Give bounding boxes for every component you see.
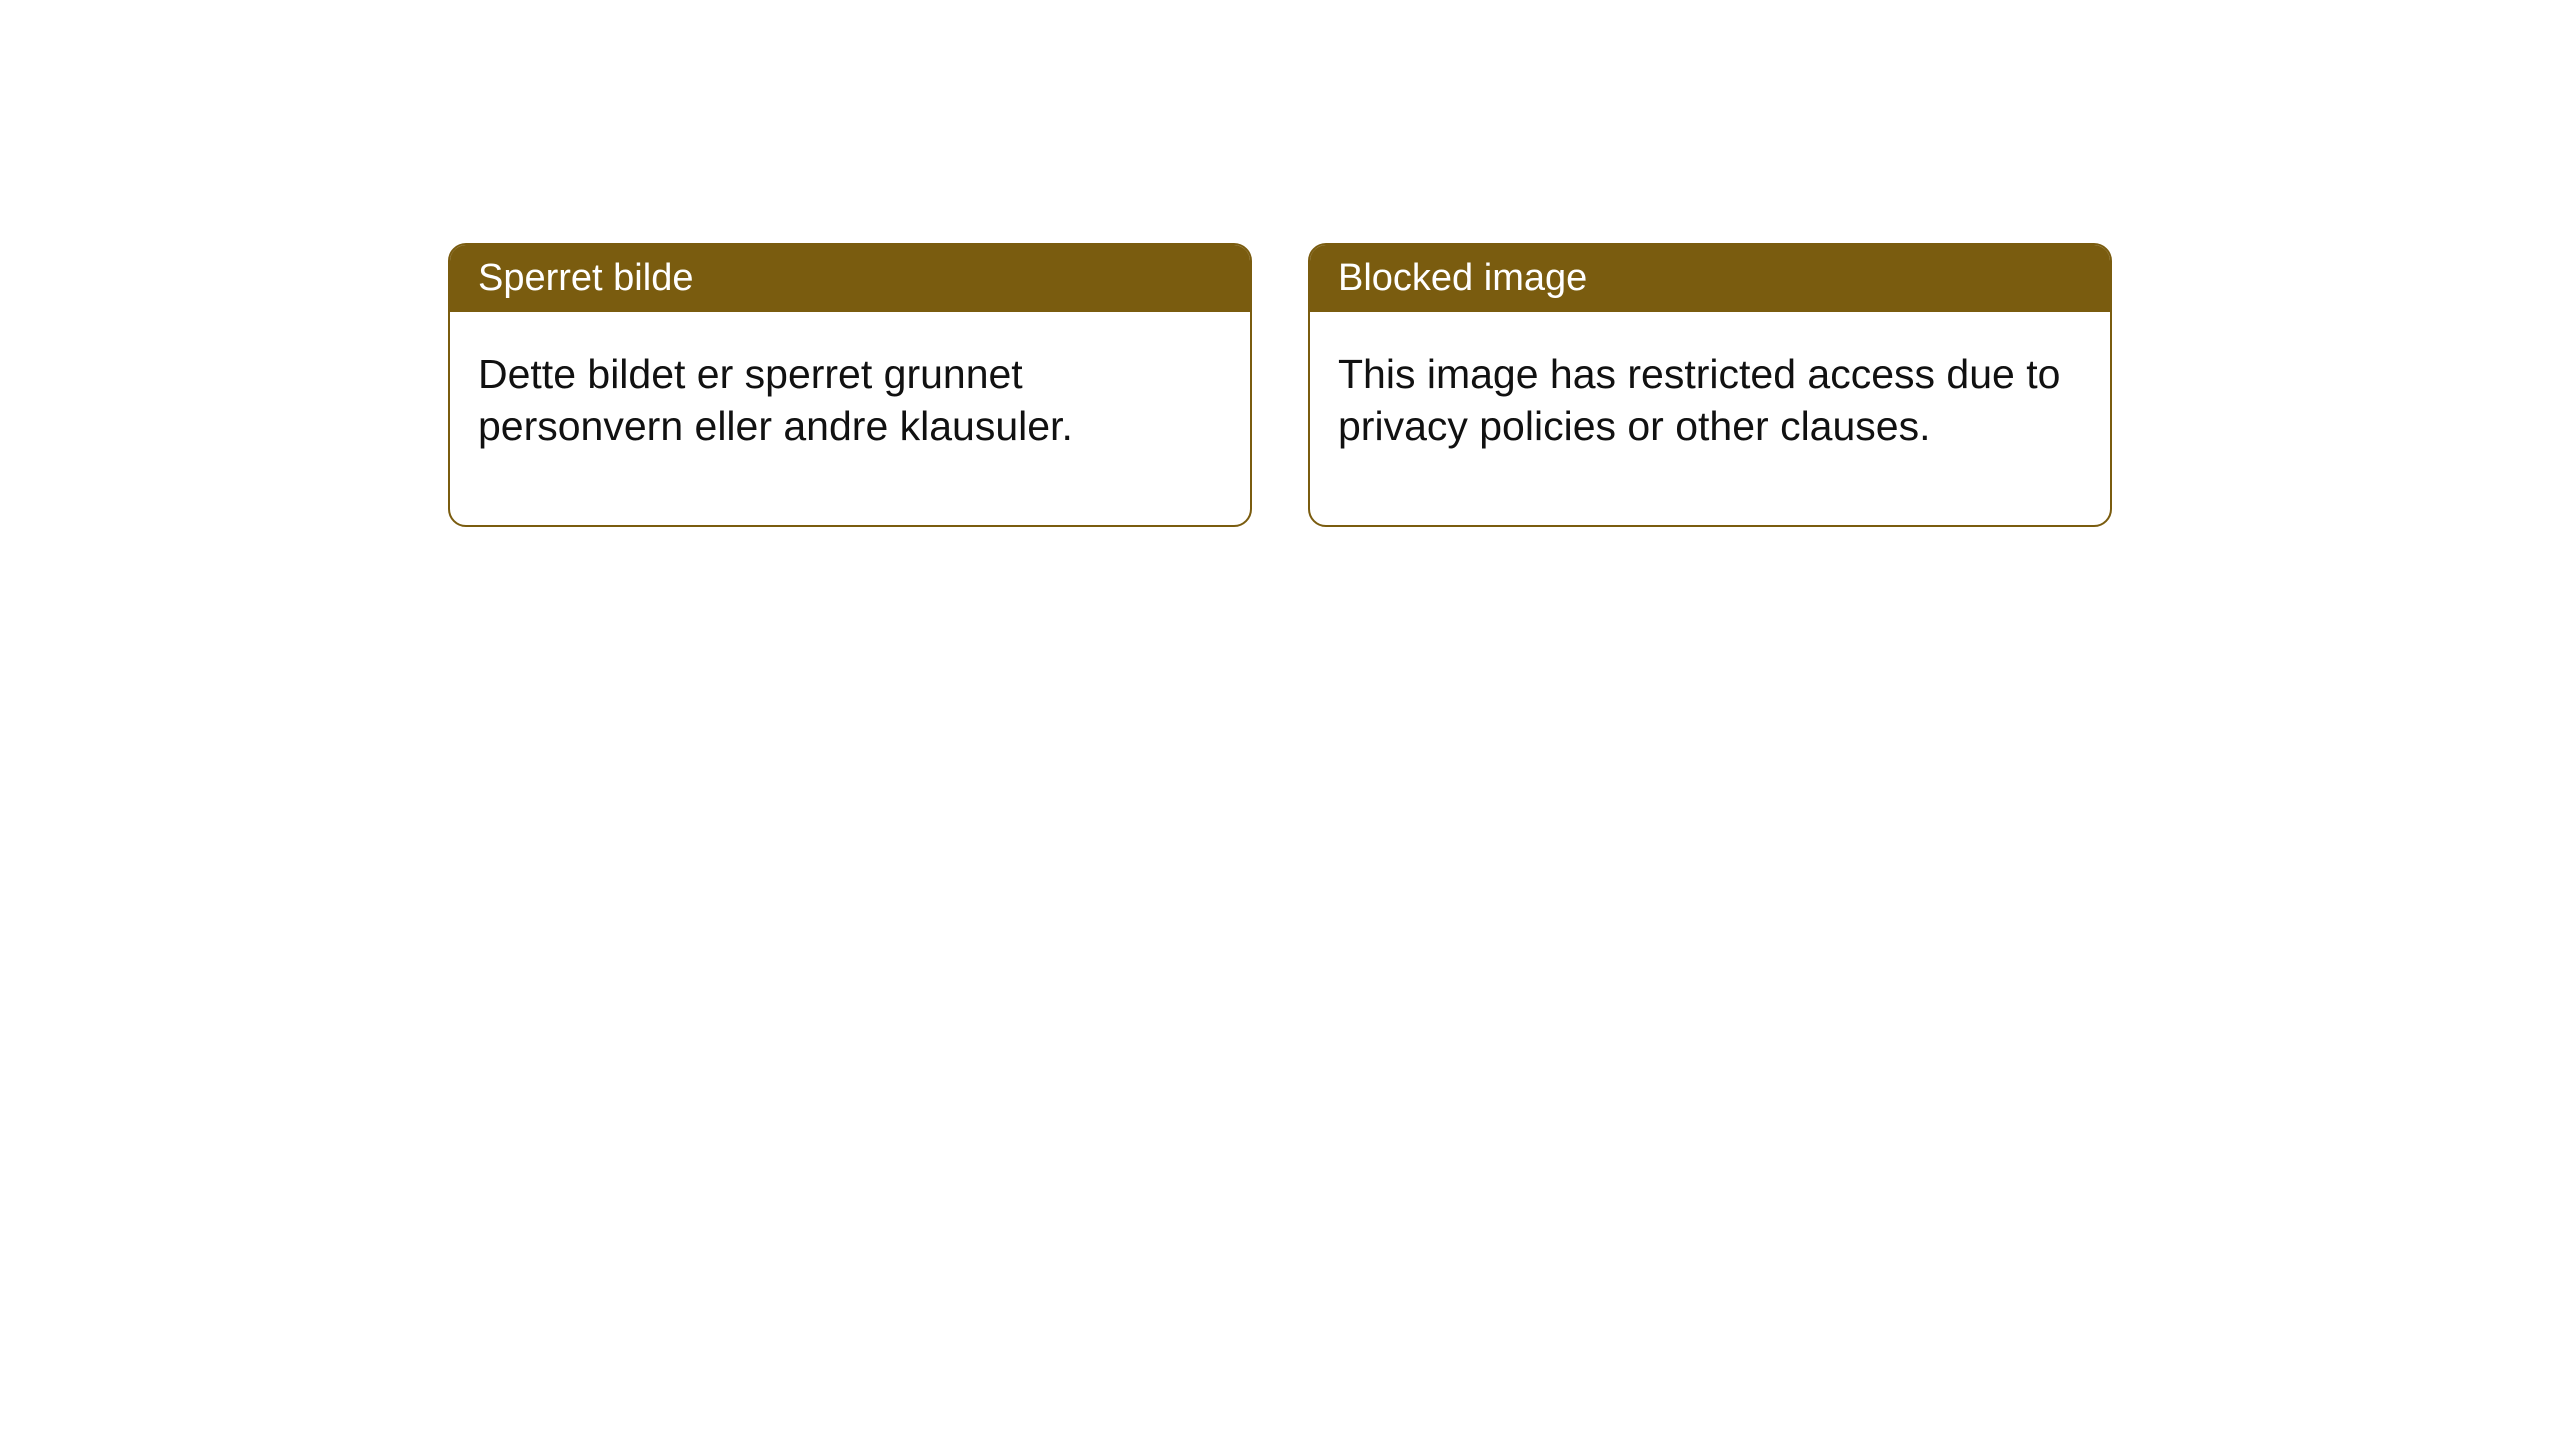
notice-card-title: Sperret bilde: [450, 245, 1250, 312]
notice-card-body: This image has restricted access due to …: [1310, 312, 2110, 525]
notice-card-body: Dette bildet er sperret grunnet personve…: [450, 312, 1250, 525]
notice-card-english: Blocked image This image has restricted …: [1308, 243, 2112, 527]
notice-card-norwegian: Sperret bilde Dette bildet er sperret gr…: [448, 243, 1252, 527]
notice-card-title: Blocked image: [1310, 245, 2110, 312]
notice-cards-container: Sperret bilde Dette bildet er sperret gr…: [448, 243, 2112, 527]
